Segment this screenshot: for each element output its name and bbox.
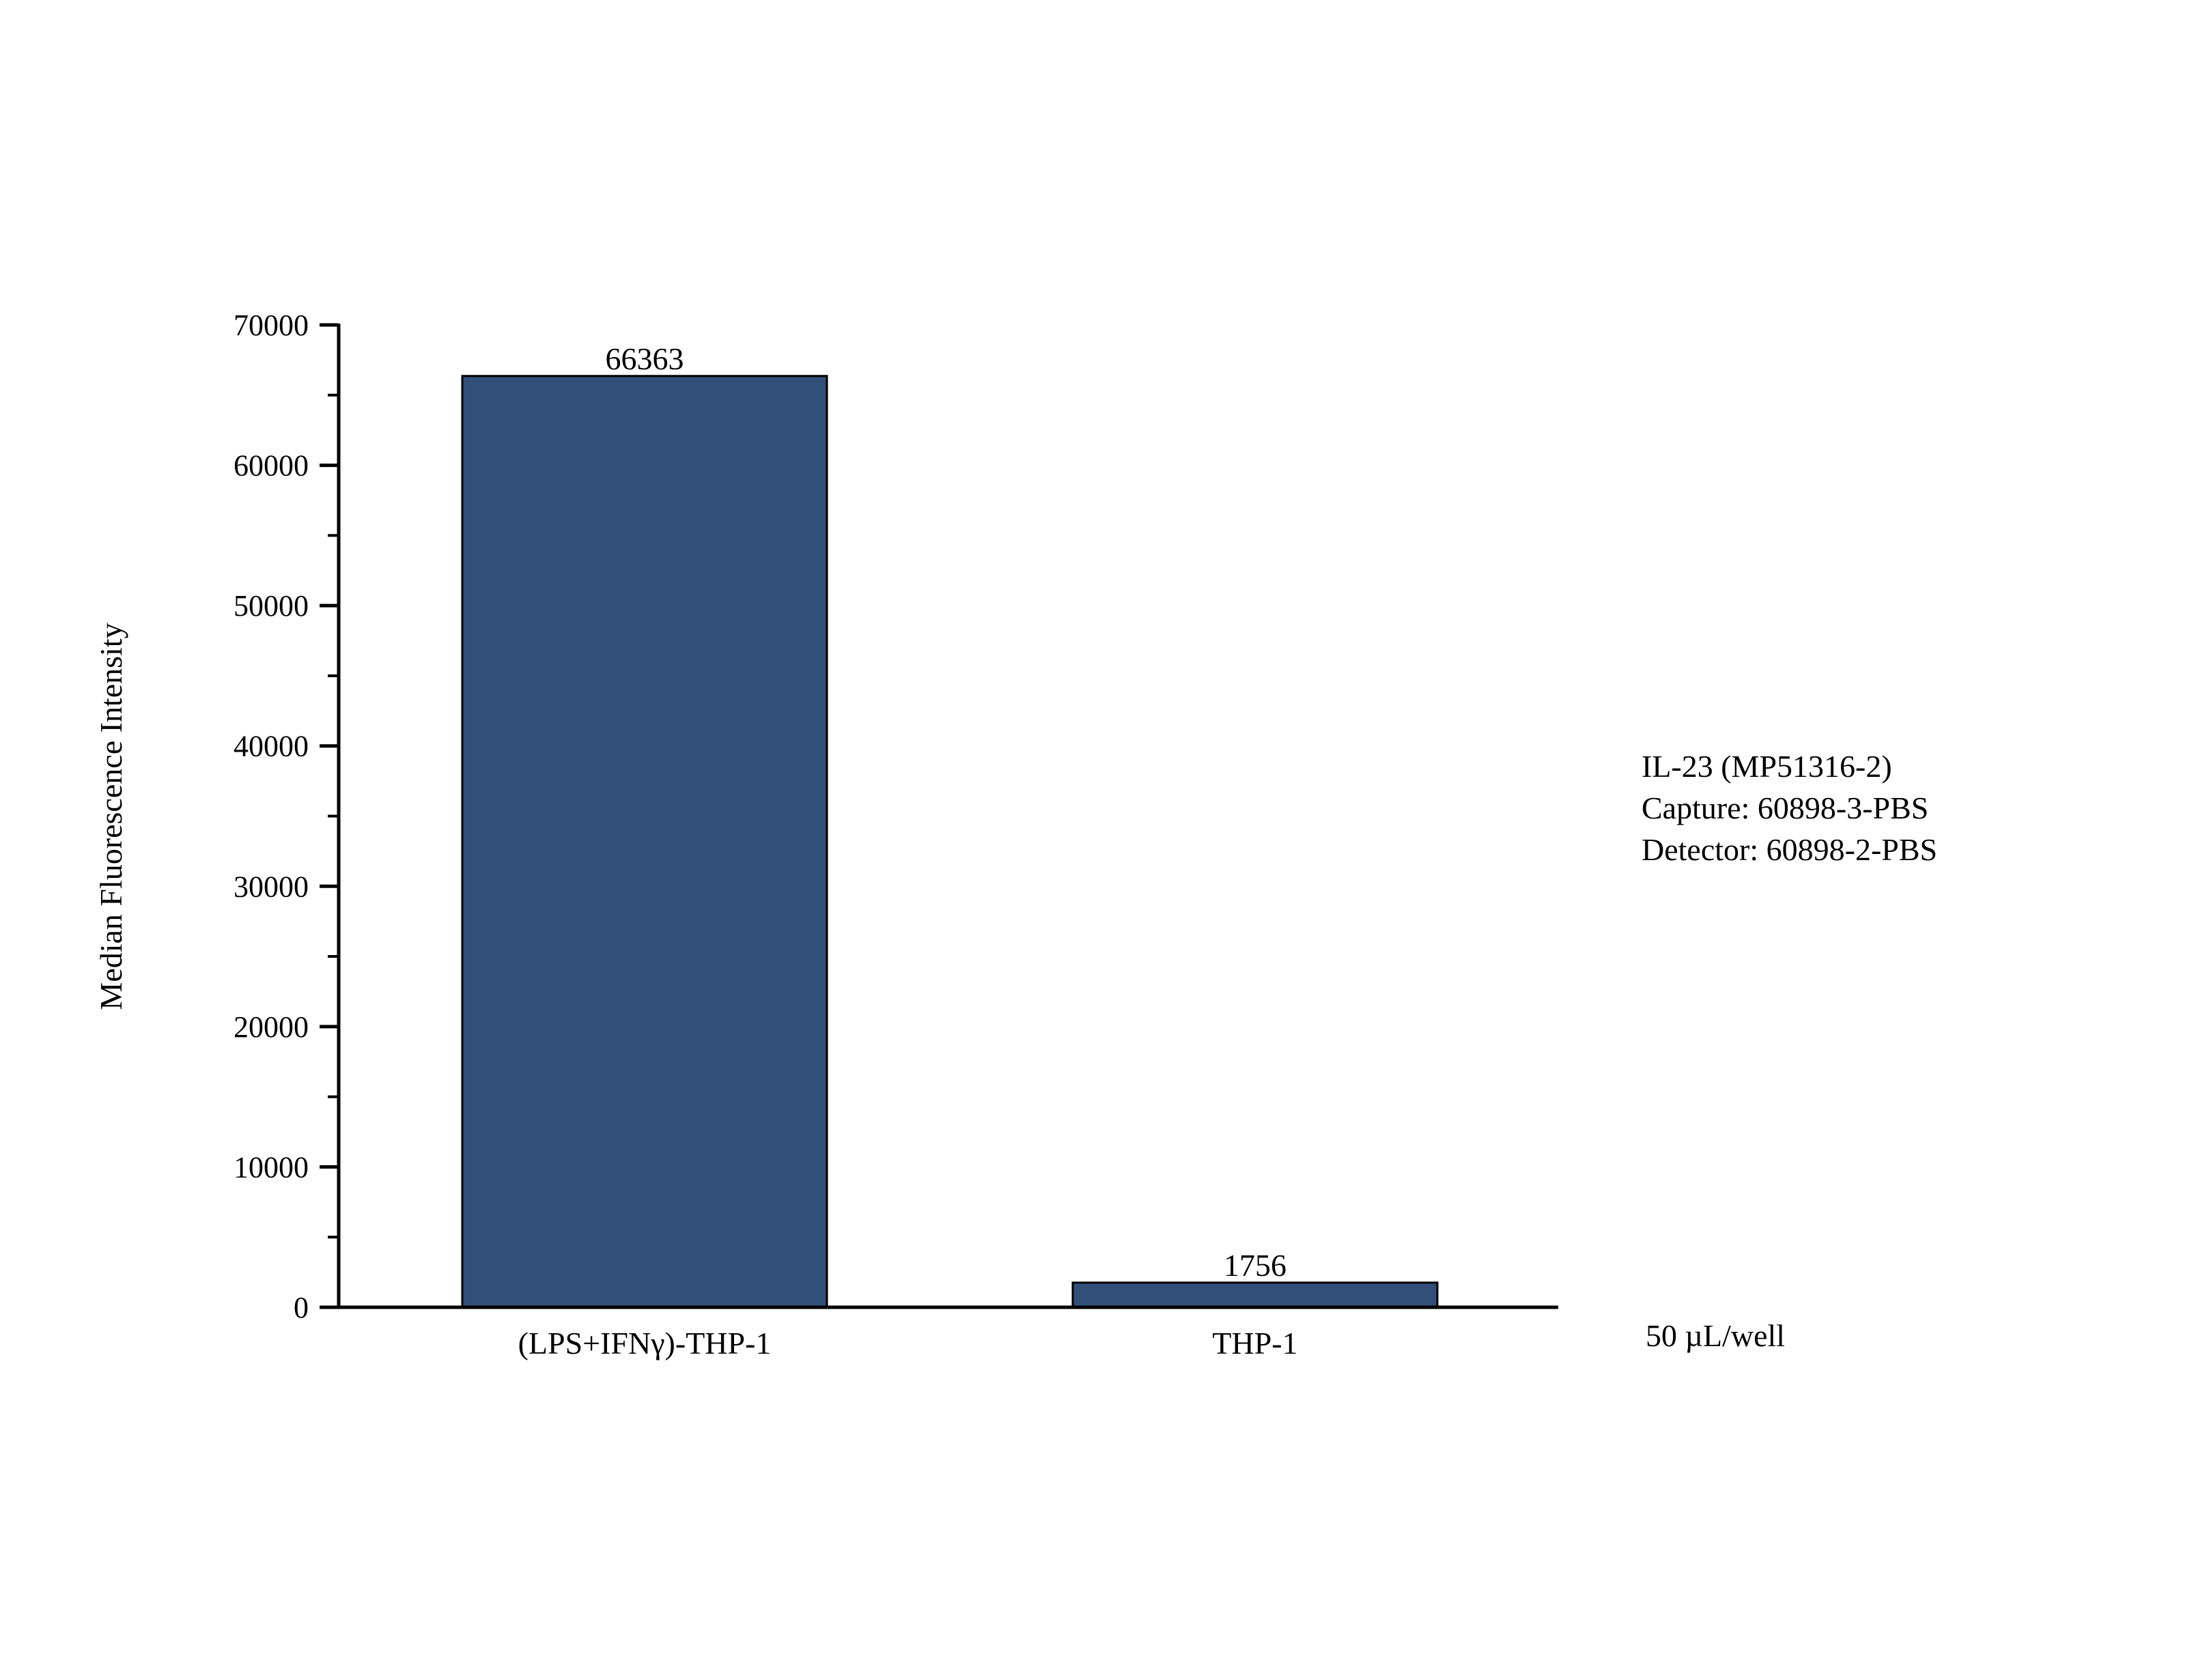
annotation-line-detector: Detector: 60898-2-PBS bbox=[1642, 832, 1937, 867]
x-tick-label: THP-1 bbox=[1212, 1326, 1297, 1361]
y-tick-label: 50000 bbox=[234, 589, 309, 623]
value-labels-group: 66363 1756 bbox=[606, 341, 1287, 1283]
y-ticks-group: 0 10000 20000 30000 40000 50000 60000 70000 bbox=[234, 309, 339, 1324]
volume-annotation: 50 µL/well bbox=[1646, 1318, 1785, 1353]
y-tick-label: 0 bbox=[294, 1291, 309, 1324]
y-tick-label: 60000 bbox=[234, 449, 309, 483]
bar-value-label: 1756 bbox=[1224, 1248, 1286, 1283]
bars-group bbox=[461, 375, 1439, 1309]
x-tick-labels-group: (LPS+IFNγ)-THP-1 THP-1 bbox=[518, 1326, 1298, 1361]
y-tick-label: 40000 bbox=[234, 730, 309, 763]
annotation-line-analyte: IL-23 (MP51316-2) bbox=[1642, 749, 1892, 784]
bar-value-label: 66363 bbox=[606, 341, 684, 376]
x-tick-label: (LPS+IFNγ)-THP-1 bbox=[518, 1326, 772, 1361]
annotation-block: IL-23 (MP51316-2) Capture: 60898-3-PBS D… bbox=[1642, 749, 1937, 867]
y-tick-label: 10000 bbox=[234, 1150, 309, 1184]
y-tick-label: 30000 bbox=[234, 870, 309, 903]
y-tick-label: 20000 bbox=[234, 1010, 309, 1044]
bar-0 bbox=[461, 375, 828, 1309]
y-tick-label: 70000 bbox=[234, 309, 309, 342]
bar-1 bbox=[1071, 1281, 1439, 1309]
annotation-line-capture: Capture: 60898-3-PBS bbox=[1642, 791, 1928, 825]
y-axis-title: Median Fluorescence Intensity bbox=[94, 623, 128, 1010]
